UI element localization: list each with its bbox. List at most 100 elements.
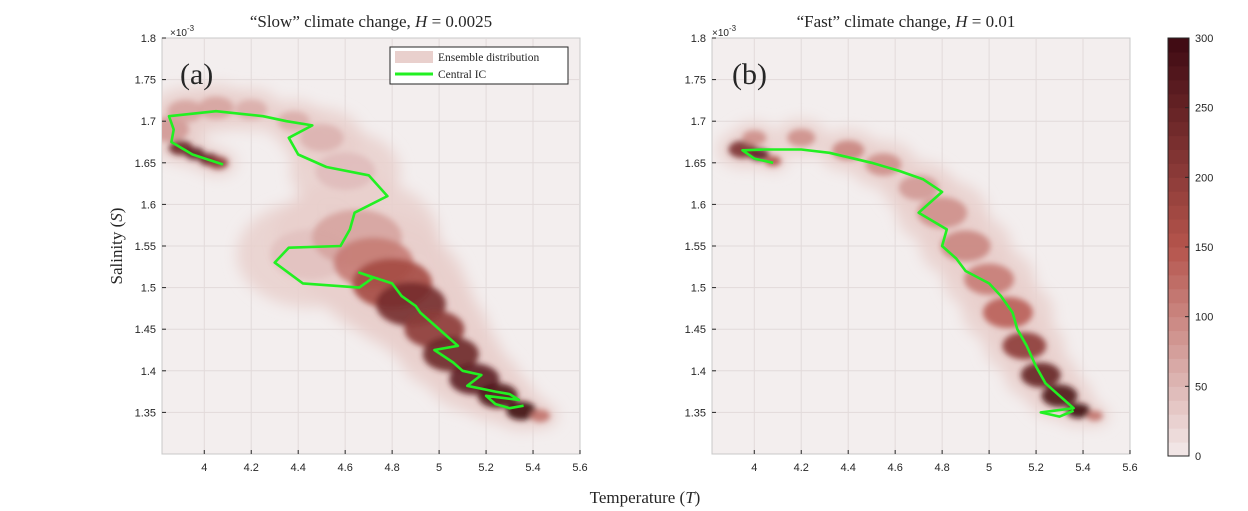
colorbar-cell — [1168, 121, 1189, 137]
panel-b-ytick-label: 1.55 — [685, 241, 706, 253]
colorbar-cells — [1168, 38, 1189, 457]
panel-b-ticks: 4 4.2 4.4 4.6 4.8 5 5.2 5.4 5.6 1.35 1.4 1.45 1.5 1.5… — [685, 33, 1138, 474]
colorbar-cell — [1168, 260, 1189, 276]
colorbar-cell — [1168, 51, 1189, 67]
legend-label-central-ic: Central IC — [438, 69, 487, 81]
panel-a-ensemble-cell — [162, 117, 190, 142]
panel-a-ytick-label: 1.6 — [141, 199, 156, 211]
colorbar-cell — [1168, 163, 1189, 178]
colorbar-cell — [1168, 79, 1189, 95]
panel-a-xtick-label: 4.8 — [384, 462, 399, 474]
panel-a-ticks: 4 4.2 4.4 4.6 4.8 5 5.2 5.4 5.6 1.35 1.4 1.45 1.5 1.5… — [135, 33, 588, 474]
panel-a-ytick-label: 1.7 — [141, 116, 156, 128]
colorbar-tick-label: 100 — [1195, 312, 1213, 324]
panel-b-title: “Fast” climate change, H = 0.01 — [797, 12, 1016, 31]
colorbar-cell — [1168, 93, 1189, 109]
panel-b-xtick-label: 4.8 — [934, 462, 949, 474]
colorbar-cell — [1168, 191, 1189, 206]
panel-a-xtick-label: 5.2 — [478, 462, 493, 474]
panel-b-xtick-label: 4.2 — [794, 462, 809, 474]
panel-a-central-ic-line — [167, 109, 524, 410]
panel-a-xtick-label: 5 — [436, 462, 442, 474]
panel-a-xtick-label: 5.4 — [525, 462, 540, 474]
colorbar-cell — [1168, 316, 1189, 332]
panel-b-ytick-label: 1.7 — [691, 116, 706, 128]
panel-a-ensemble-cell — [198, 96, 234, 120]
panel-b-ensemble-cell — [865, 153, 902, 176]
panel-a-xtick-label: 5.6 — [572, 462, 587, 474]
panel-a-ensemble-cell — [422, 336, 479, 372]
colorbar-cell — [1168, 344, 1189, 359]
colorbar-cell — [1168, 247, 1189, 262]
panel-a-ytick-label: 1.75 — [135, 75, 156, 87]
colorbar-tick-label: 200 — [1195, 172, 1213, 184]
colorbar-cell — [1168, 233, 1189, 248]
legend: Ensemble distribution Central IC — [389, 46, 569, 85]
panel-b-ytick-label: 1.8 — [691, 33, 706, 45]
panel-b-ensemble-cell — [1002, 332, 1047, 360]
colorbar-cell — [1168, 400, 1189, 415]
panel-b-central-ic-path — [741, 148, 1075, 418]
panel-b-ytick-label: 1.5 — [691, 283, 706, 295]
y-axis-label: Salinity (S) — [107, 208, 126, 285]
panel-b-ensemble-cell — [742, 130, 767, 146]
colorbar-cell — [1168, 38, 1189, 53]
panel-b-exponent: ×10-3 — [712, 24, 737, 39]
panel-b-ensemble-cell — [964, 263, 1015, 295]
colorbar-cell — [1168, 302, 1189, 318]
colorbar-tick-label: 150 — [1195, 242, 1213, 254]
colorbar-cell — [1168, 414, 1189, 429]
panel-b: 4 4.2 4.4 4.6 4.8 5 5.2 5.4 5.6 1.35 1.4 1.45 1.5 1.5… — [685, 12, 1138, 474]
panel-a-exponent: ×10-3 — [170, 24, 195, 39]
panel-b-ensemble-cell — [787, 129, 816, 147]
colorbar-cell — [1168, 386, 1189, 401]
colorbar: 0 50 100 150 200 250 300 — [1167, 33, 1213, 463]
panel-b-xtick-label: 5.6 — [1122, 462, 1137, 474]
panel-b-ytick-label: 1.6 — [691, 199, 706, 211]
panel-b-xtick-label: 4.6 — [888, 462, 903, 474]
panel-b-label: (b) — [732, 58, 767, 91]
panel-b-xtick-label: 4.4 — [841, 462, 856, 474]
colorbar-cell — [1168, 205, 1189, 220]
panel-b-ensemble-cell — [917, 197, 968, 229]
panel-a-ytick-label: 1.45 — [135, 324, 156, 336]
panel-a-ytick-label: 1.5 — [141, 283, 156, 295]
colorbar-cell — [1168, 177, 1189, 192]
panel-b-ensemble-cell — [1086, 410, 1103, 421]
colorbar-cell — [1168, 219, 1189, 234]
x-axis-label: Temperature (T) — [590, 488, 701, 507]
panel-a-ytick-label: 1.55 — [135, 241, 156, 253]
colorbar-cell — [1168, 107, 1189, 123]
panel-b-ensemble-cell — [982, 296, 1033, 329]
colorbar-cell — [1168, 372, 1189, 387]
panel-b-ytick-label: 1.35 — [685, 407, 706, 419]
panel-a-ytick-label: 1.4 — [141, 366, 156, 378]
colorbar-cell — [1168, 149, 1189, 164]
colorbar-cell — [1168, 135, 1189, 150]
panel-b-ytick-label: 1.75 — [685, 75, 706, 87]
panel-b-xtick-label: 4 — [751, 462, 757, 474]
panel-a-xtick-label: 4 — [201, 462, 207, 474]
colorbar-cell — [1168, 288, 1189, 304]
panel-a-ensemble-cell — [530, 409, 551, 422]
panel-b-ytick-label: 1.65 — [685, 158, 706, 170]
panel-a: 4 4.2 4.4 4.6 4.8 5 5.2 5.4 5.6 1.35 1.4 1.45 1.5 1.5… — [135, 12, 588, 474]
colorbar-cell — [1168, 65, 1189, 81]
panel-a-ensemble-cell — [299, 124, 344, 152]
panel-b-xtick-label: 5.4 — [1075, 462, 1090, 474]
panel-a-ensemble-cell — [167, 99, 204, 123]
legend-swatch-ensemble — [395, 51, 433, 63]
colorbar-cell — [1168, 330, 1189, 346]
panel-b-xtick-label: 5 — [986, 462, 992, 474]
panel-b-ensemble-cell — [940, 230, 991, 262]
colorbar-tick-label: 0 — [1195, 451, 1201, 463]
panel-a-ytick-label: 1.35 — [135, 407, 156, 419]
panel-b-xtick-label: 5.2 — [1028, 462, 1043, 474]
panel-b-ytick-label: 1.45 — [685, 324, 706, 336]
panel-a-central-ic-path — [167, 109, 524, 410]
panel-b-ytick-label: 1.4 — [691, 366, 706, 378]
panel-b-ensemble-cell — [765, 156, 782, 167]
colorbar-cell — [1168, 428, 1189, 443]
colorbar-cell — [1168, 274, 1189, 290]
